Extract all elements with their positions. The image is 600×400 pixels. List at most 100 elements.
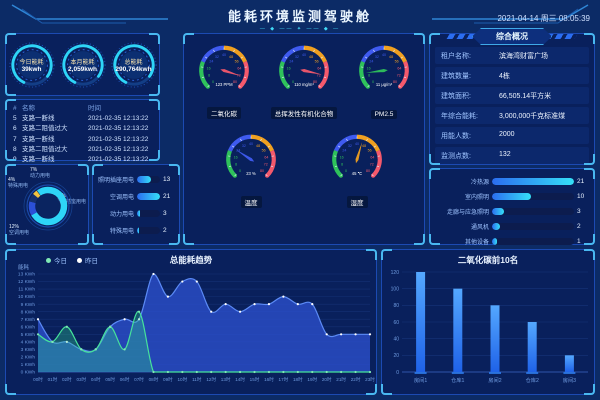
alarm-cell: 2021-02-35 12:13:22 [88,115,149,123]
alarm-cell: 支路二阻值过大 [22,145,68,153]
bar-label: 通风机 [470,225,489,231]
bar-fill [137,227,140,234]
svg-text:40: 40 [222,53,226,57]
bar-value: 13 [163,176,171,183]
svg-text:07时: 07时 [134,376,144,382]
alarm-cell: 支路一断线 [22,115,55,123]
svg-text:0: 0 [372,80,374,84]
kpi-value: 39kwh [21,65,42,73]
svg-text:32: 32 [348,144,352,148]
svg-text:72: 72 [397,74,401,78]
bar-value: 3 [163,210,167,217]
svg-text:48: 48 [309,55,313,59]
bar-row: 其他设备 1 [437,237,587,246]
trend-legend: 今日 昨日 [46,255,98,265]
bar-fill [137,176,152,183]
svg-text:56: 56 [315,60,319,64]
bar-row: 室内照明 10 [437,192,587,201]
datetime: 2021-04-14 周三 08:05:39 [497,14,590,23]
svg-text:2 KWh: 2 KWh [21,355,36,361]
svg-text:14时: 14时 [235,376,245,382]
svg-text:10 KWh: 10 KWh [18,294,35,300]
bar-row: 走廊与应急照明 3 [437,207,587,216]
bar-value: 2 [163,227,167,234]
svg-text:80: 80 [233,80,237,84]
overview-value: 132 [499,150,511,158]
donut-callout: 7% 动力用电 [30,167,50,179]
svg-text:80: 80 [366,169,370,173]
bar-fill [492,238,497,245]
alarm-cell: 2021-02-35 12:13:22 [88,145,149,153]
svg-text:8: 8 [288,74,290,78]
co2-title: 二氧化碳前10名 [457,255,519,265]
svg-text:8: 8 [341,163,343,167]
bar-value: 2 [577,223,581,230]
bar-row: 空调用电 21 [98,192,174,201]
alarm-table: # 名称 时间 5 支路一断线 2021-02-35 12:13:22 6 支路二阻值过大 20… [6,100,159,165]
donut-chart: 77% 照明插座用电 12% 空调用电 7% 动力用电 4% 特殊用电 [6,165,88,244]
bar-row: 特殊用电 2 [98,226,174,235]
alarm-header-cell: 时间 [88,105,101,112]
bar-value: 1 [577,238,581,245]
svg-text:20: 20 [393,353,399,359]
alarm-header-row: # 名称 时间 [13,104,152,114]
svg-text:23时: 23时 [365,376,375,382]
svg-text:32: 32 [242,144,246,148]
svg-text:24: 24 [342,149,346,153]
energy-category-panel: 照明插座用电 13 空调用电 21 动力用电 3 特殊用电 2 [92,164,180,245]
svg-text:80: 80 [260,169,264,173]
svg-text:1 KWh: 1 KWh [21,362,36,368]
overview-rows: 租户名称: 滨海湾财富广场 建筑数量: 4栋 建筑面积: 66,505.14平方米 年综合能… [430,47,594,164]
svg-text:0: 0 [212,80,214,84]
header-decoration-right [432,4,589,24]
svg-text:12 KWh: 12 KWh [18,279,35,285]
kpi-ring: 总能耗 290,764kwh [110,41,158,89]
overview-title: 综合概况 [472,28,552,45]
svg-text:6 KWh: 6 KWh [21,324,36,330]
kpi-ring: 本月能耗 2,059kwh [59,41,107,89]
svg-text:24: 24 [289,60,293,64]
svg-text:48: 48 [229,55,233,59]
svg-text:0: 0 [345,169,347,173]
bar-track [137,210,160,217]
svg-text:13 KWh: 13 KWh [18,272,35,278]
alarm-row: 6 支路二阻值过大 2021-02-35 12:13:22 [13,124,152,134]
svg-text:32: 32 [295,55,299,59]
bar-label: 空调用电 [109,195,134,201]
overview-panel: 综合概况 租户名称: 滨海湾财富广场 建筑数量: 4栋 建筑面积: 66,505.14平方… [429,33,595,165]
legend-item-昨日[interactable]: 昨日 [77,255,98,265]
gauge-label: 总挥发性有机化合物 [270,107,338,119]
overview-label: 年综合能耗: [441,112,478,120]
header-decoration-left [11,4,168,24]
svg-text:0: 0 [396,370,399,376]
donut-pct: 12% [9,224,20,230]
bar-label: 冷热源 [470,180,489,186]
svg-text:56: 56 [395,60,399,64]
donut-label: 空调用电 [9,230,30,236]
svg-text:80: 80 [313,80,317,84]
overview-label: 租户名称: [441,52,471,60]
svg-text:仓库1: 仓库1 [451,376,464,384]
gauge-label: PM2.5 [370,110,398,119]
svg-text:8 KWh: 8 KWh [21,309,36,315]
svg-text:20时: 20时 [322,376,332,382]
bar-row: 冷热源 21 [437,177,587,186]
svg-text:80: 80 [393,80,397,84]
svg-text:9 KWh: 9 KWh [21,302,36,308]
alarm-row: 5 支路一断线 2021-02-35 12:13:22 [13,114,152,124]
svg-text:24: 24 [209,60,213,64]
bar-row: 通风机 2 [437,222,587,231]
svg-text:11 μg/m³: 11 μg/m³ [376,82,393,87]
donut-pct: 4% [8,177,16,183]
svg-text:72: 72 [264,163,268,167]
legend-item-今日[interactable]: 今日 [46,255,67,265]
svg-text:05时: 05时 [105,376,115,382]
svg-text:48: 48 [389,55,393,59]
alarm-cell: 5 [13,115,17,123]
svg-text:48: 48 [256,144,260,148]
gauge-label: 湿度 [346,196,368,208]
svg-text:16: 16 [287,66,291,70]
overview-value: 2000 [499,130,515,138]
bar-value: 3 [577,208,581,215]
